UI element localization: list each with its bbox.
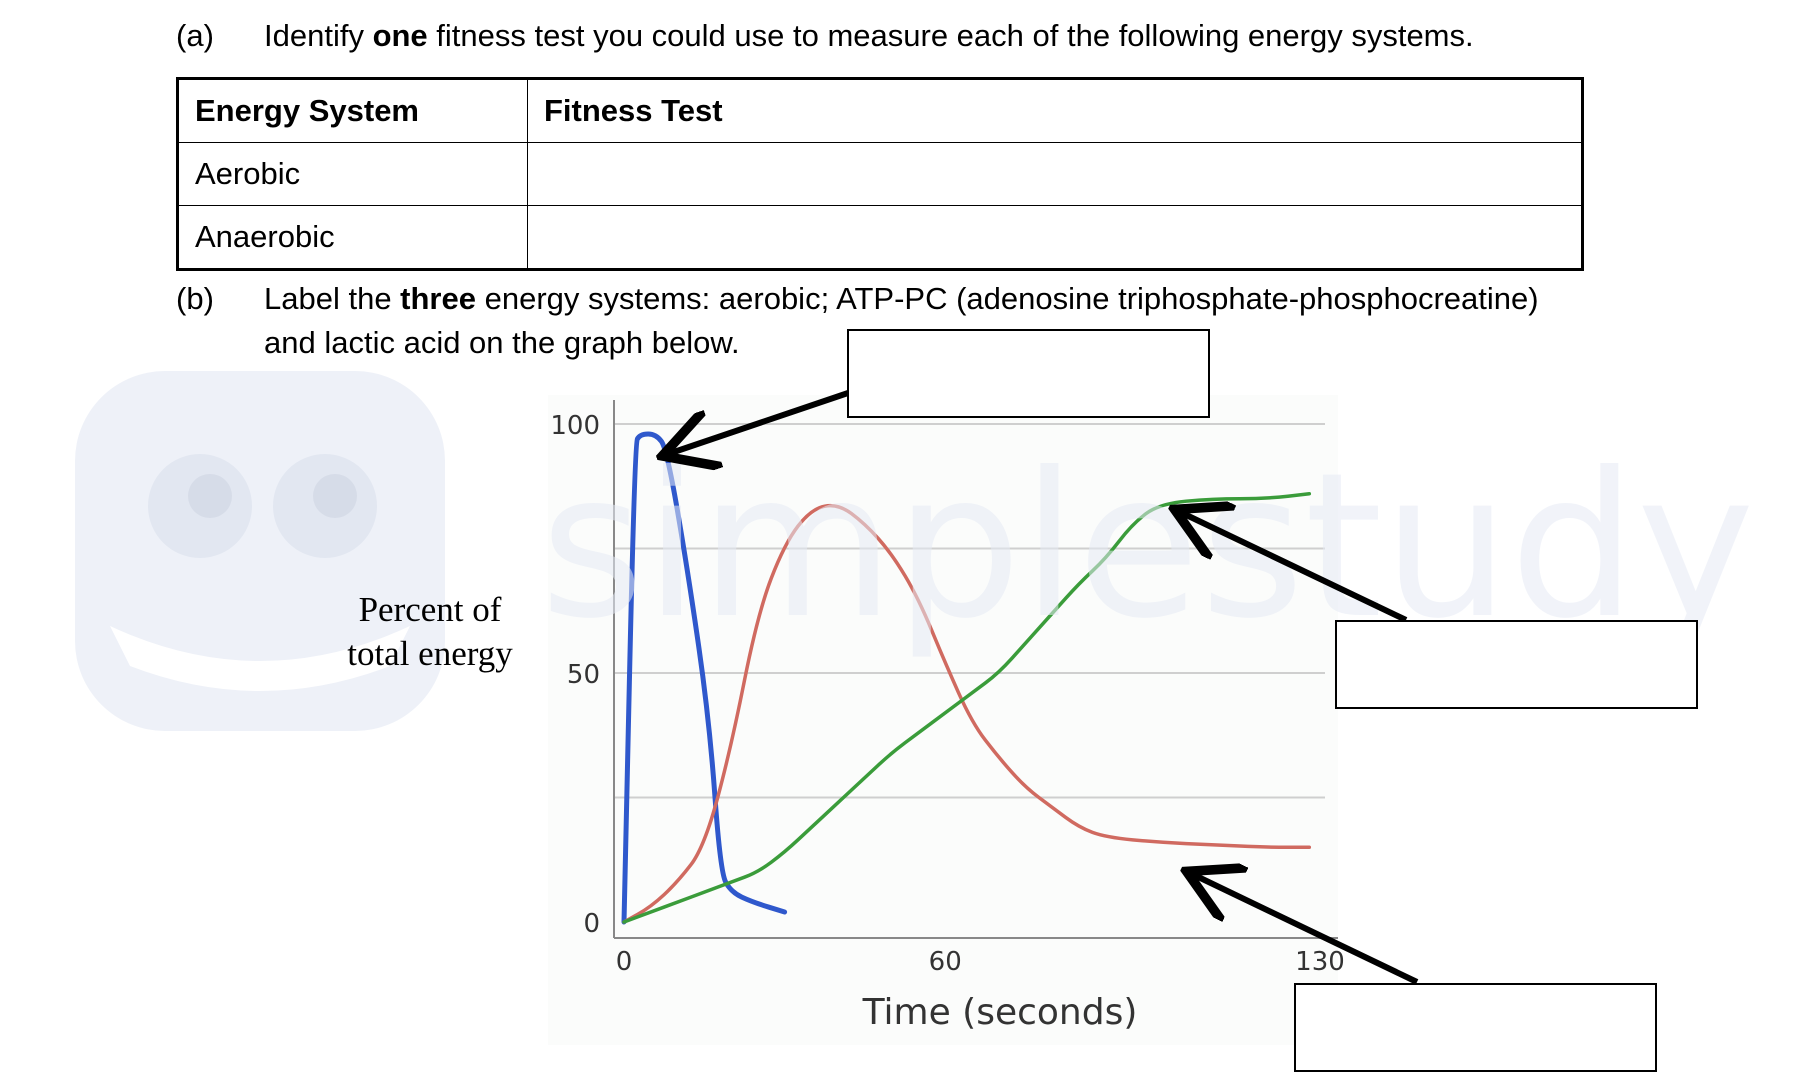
x-tick-label: 130 [1295, 947, 1345, 977]
series-line-red [622, 503, 1312, 924]
watermark-owl-icon [75, 371, 445, 731]
energy-system-table: Energy System Fitness Test Aerobic Anaer… [176, 77, 1584, 271]
question-b-line1: Label the three energy systems: aerobic;… [264, 281, 1539, 316]
x-tick-label: 0 [616, 947, 633, 977]
question-b-number: (b) [176, 281, 214, 316]
question-a-text: Identify one fitness test you could use … [264, 18, 1474, 53]
series-line-green [622, 491, 1312, 924]
x-tick-labels: 0 60 130 [616, 947, 1345, 977]
arrow-atp-pc [668, 390, 849, 454]
row-system-anaerobic: Anaerobic [177, 205, 528, 270]
question-a-number: (a) [176, 18, 214, 53]
arrow-aerobic [1180, 512, 1408, 623]
y-tick-label: 0 [583, 909, 600, 939]
label-box-lactic[interactable] [1294, 983, 1657, 1072]
y-tick-label: 100 [550, 411, 600, 441]
arrow-lactic [1192, 874, 1419, 985]
label-box-atp-pc[interactable] [847, 329, 1210, 418]
question-b-line2: and lactic acid on the graph below. [264, 325, 740, 360]
series-line-blue [621, 431, 788, 925]
y-axis-label: Percent of total energy [347, 590, 513, 673]
fitness-test-answer-cell[interactable] [527, 205, 1583, 270]
table-row: Anaerobic [177, 205, 1583, 270]
fitness-test-answer-cell[interactable] [527, 142, 1583, 206]
x-tick-label: 60 [929, 947, 962, 977]
x-axis-label: Time (seconds) [862, 992, 1138, 1033]
y-tick-labels: 0 50 100 [550, 411, 600, 939]
y-tick-label: 50 [567, 660, 600, 690]
label-box-aerobic[interactable] [1335, 620, 1698, 709]
chart-series [621, 431, 1312, 925]
